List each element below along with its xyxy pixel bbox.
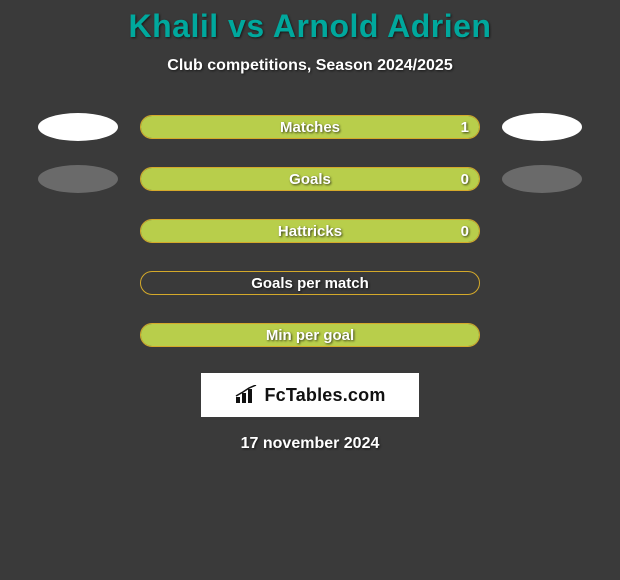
logo-text: FcTables.com xyxy=(264,385,385,406)
stat-label: Goals per match xyxy=(251,275,369,292)
stat-bar-goals: Goals 0 xyxy=(140,167,480,191)
footer-date: 17 november 2024 xyxy=(0,435,620,453)
page-subtitle: Club competitions, Season 2024/2025 xyxy=(0,57,620,75)
stat-label: Matches xyxy=(280,119,340,136)
stat-value: 1 xyxy=(461,119,469,136)
player-left-marker xyxy=(38,165,118,193)
stat-row-matches: Matches 1 xyxy=(0,113,620,141)
player-left-marker xyxy=(38,113,118,141)
stat-label: Goals xyxy=(289,171,331,188)
page-title: Khalil vs Arnold Adrien xyxy=(0,8,620,45)
stat-bar-goals-per-match: Goals per match xyxy=(140,271,480,295)
stat-row-goals-per-match: Goals per match xyxy=(0,269,620,297)
stat-bar-min-per-goal: Min per goal xyxy=(140,323,480,347)
stat-row-goals: Goals 0 xyxy=(0,165,620,193)
stat-bar-hattricks: Hattricks 0 xyxy=(140,219,480,243)
player-right-marker xyxy=(502,113,582,141)
stat-value: 0 xyxy=(461,171,469,188)
stat-row-hattricks: Hattricks 0 xyxy=(0,217,620,245)
stats-area: Matches 1 Goals 0 Hattricks 0 xyxy=(0,113,620,349)
stat-value: 0 xyxy=(461,223,469,240)
stat-row-min-per-goal: Min per goal xyxy=(0,321,620,349)
player-right-marker xyxy=(502,165,582,193)
stat-label: Hattricks xyxy=(278,223,342,240)
stat-bar-matches: Matches 1 xyxy=(140,115,480,139)
bar-chart-icon xyxy=(234,385,258,405)
comparison-widget: Khalil vs Arnold Adrien Club competition… xyxy=(0,0,620,453)
fctables-logo-link[interactable]: FcTables.com xyxy=(201,373,419,417)
stat-label: Min per goal xyxy=(266,327,354,344)
